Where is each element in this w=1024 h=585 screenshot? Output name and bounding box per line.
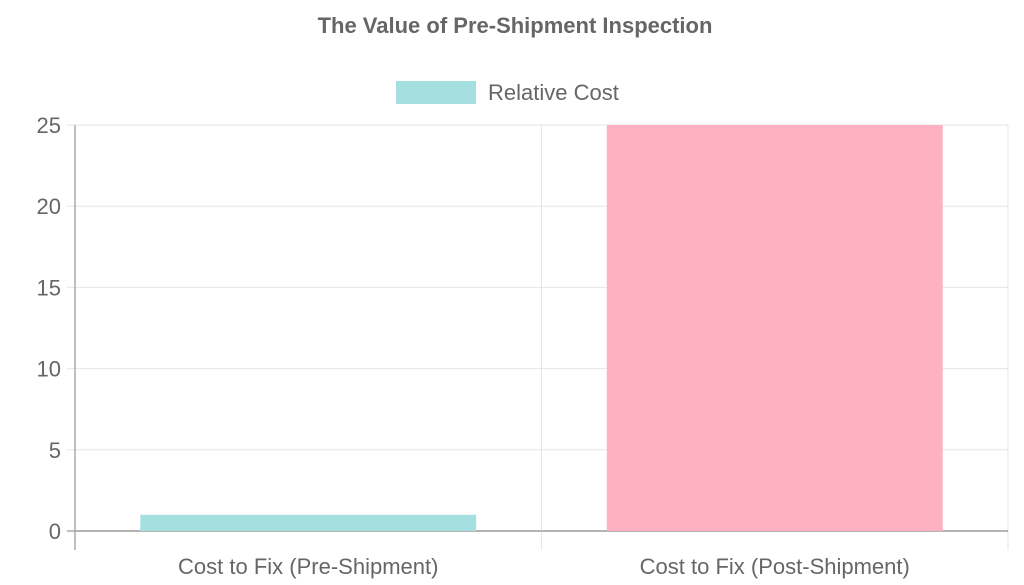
legend-swatch [396, 81, 476, 104]
y-tick-label: 15 [37, 275, 61, 300]
x-tick-label: Cost to Fix (Post-Shipment) [640, 554, 910, 579]
y-tick-label: 20 [37, 194, 61, 219]
y-tick-label: 0 [49, 519, 61, 544]
bar [140, 514, 477, 531]
y-tick-label: 25 [37, 113, 61, 138]
bar [606, 125, 943, 531]
legend[interactable]: Relative Cost [396, 80, 619, 105]
y-tick-label: 5 [49, 438, 61, 463]
x-tick-label: Cost to Fix (Pre-Shipment) [178, 554, 438, 579]
legend-label: Relative Cost [488, 80, 619, 105]
chart-title: The Value of Pre-Shipment Inspection [318, 13, 713, 38]
y-tick-label: 10 [37, 357, 61, 382]
